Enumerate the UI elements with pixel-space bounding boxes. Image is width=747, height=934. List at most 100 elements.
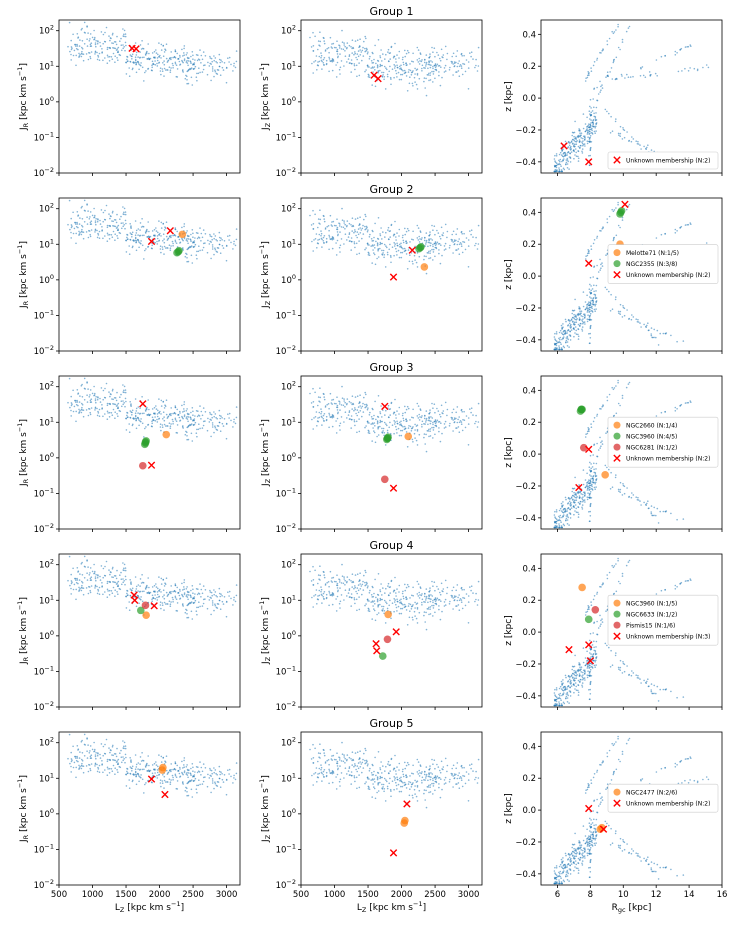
background-star (314, 416, 317, 418)
background-star (209, 589, 211, 592)
background-star (560, 324, 563, 327)
background-star (107, 412, 109, 414)
background-star (163, 609, 165, 611)
background-star (360, 229, 363, 231)
background-star (587, 314, 589, 317)
background-star (111, 568, 114, 570)
background-star (329, 392, 332, 395)
background-star (187, 69, 190, 71)
background-star (218, 414, 221, 417)
action-axes-frame (58, 19, 241, 174)
background-star (70, 395, 72, 398)
background-star (235, 228, 238, 230)
background-star (129, 223, 131, 225)
background-star (94, 407, 97, 410)
background-star (316, 425, 318, 427)
background-star (621, 41, 624, 43)
background-star (90, 229, 93, 231)
background-star (394, 243, 397, 245)
background-star (565, 339, 568, 342)
background-star (664, 411, 666, 413)
background-star (565, 163, 567, 166)
background-star (364, 426, 366, 429)
background-star (162, 233, 165, 235)
background-star (72, 211, 74, 214)
background-star (161, 248, 164, 250)
background-star (94, 409, 96, 411)
background-star (423, 61, 426, 64)
background-star (357, 411, 360, 414)
background-star (441, 76, 443, 79)
background-star (93, 216, 95, 219)
background-star (587, 492, 589, 495)
background-star (143, 234, 145, 237)
background-star (579, 147, 581, 149)
background-star (402, 63, 405, 66)
background-star (610, 471, 612, 474)
background-star (207, 595, 209, 598)
background-star (80, 408, 83, 411)
background-star (106, 588, 109, 591)
background-star (366, 404, 368, 407)
background-star (75, 223, 77, 225)
background-star (626, 309, 628, 311)
background-star (588, 252, 590, 254)
background-star (336, 409, 339, 411)
background-star (211, 426, 214, 428)
background-star (611, 386, 613, 389)
background-star (387, 226, 390, 229)
background-star (566, 154, 568, 156)
background-star (181, 593, 183, 596)
background-star (335, 64, 337, 66)
background-star (371, 418, 374, 420)
background-star (339, 73, 341, 75)
background-star (99, 223, 102, 225)
background-star (233, 62, 235, 65)
background-star (201, 58, 204, 61)
background-star (319, 396, 322, 399)
background-star (639, 75, 642, 77)
background-star (568, 524, 570, 526)
background-star (183, 581, 185, 584)
background-star (561, 348, 563, 351)
background-star (475, 414, 477, 417)
background-star (160, 227, 163, 229)
background-star (83, 399, 86, 401)
background-star (141, 422, 144, 425)
background-star (438, 74, 440, 77)
background-star (622, 306, 625, 309)
background-star (98, 52, 101, 55)
background-star (322, 214, 325, 217)
background-star (584, 323, 586, 325)
background-star (376, 244, 379, 247)
background-star (571, 134, 573, 137)
background-star (116, 585, 119, 588)
background-star (202, 602, 205, 605)
background-star (344, 228, 346, 230)
background-star (123, 385, 126, 388)
background-star (388, 248, 391, 251)
background-star (140, 418, 142, 420)
background-star (432, 437, 434, 439)
background-star (402, 239, 405, 242)
background-star (213, 237, 215, 240)
background-star (106, 54, 109, 57)
background-star (411, 60, 413, 63)
background-star (102, 576, 104, 579)
background-star (559, 151, 562, 154)
background-star (429, 74, 431, 76)
background-star (336, 574, 338, 576)
unknown-point-b (132, 45, 140, 53)
background-star (383, 256, 385, 259)
background-star (595, 486, 597, 488)
background-star (458, 431, 461, 434)
background-star (76, 389, 79, 391)
background-star (331, 221, 333, 223)
background-star (323, 413, 326, 415)
background-star (179, 588, 181, 591)
background-star (83, 221, 86, 223)
background-star (349, 62, 351, 64)
background-star (175, 242, 178, 244)
background-star (462, 62, 464, 65)
background-star (176, 424, 179, 426)
